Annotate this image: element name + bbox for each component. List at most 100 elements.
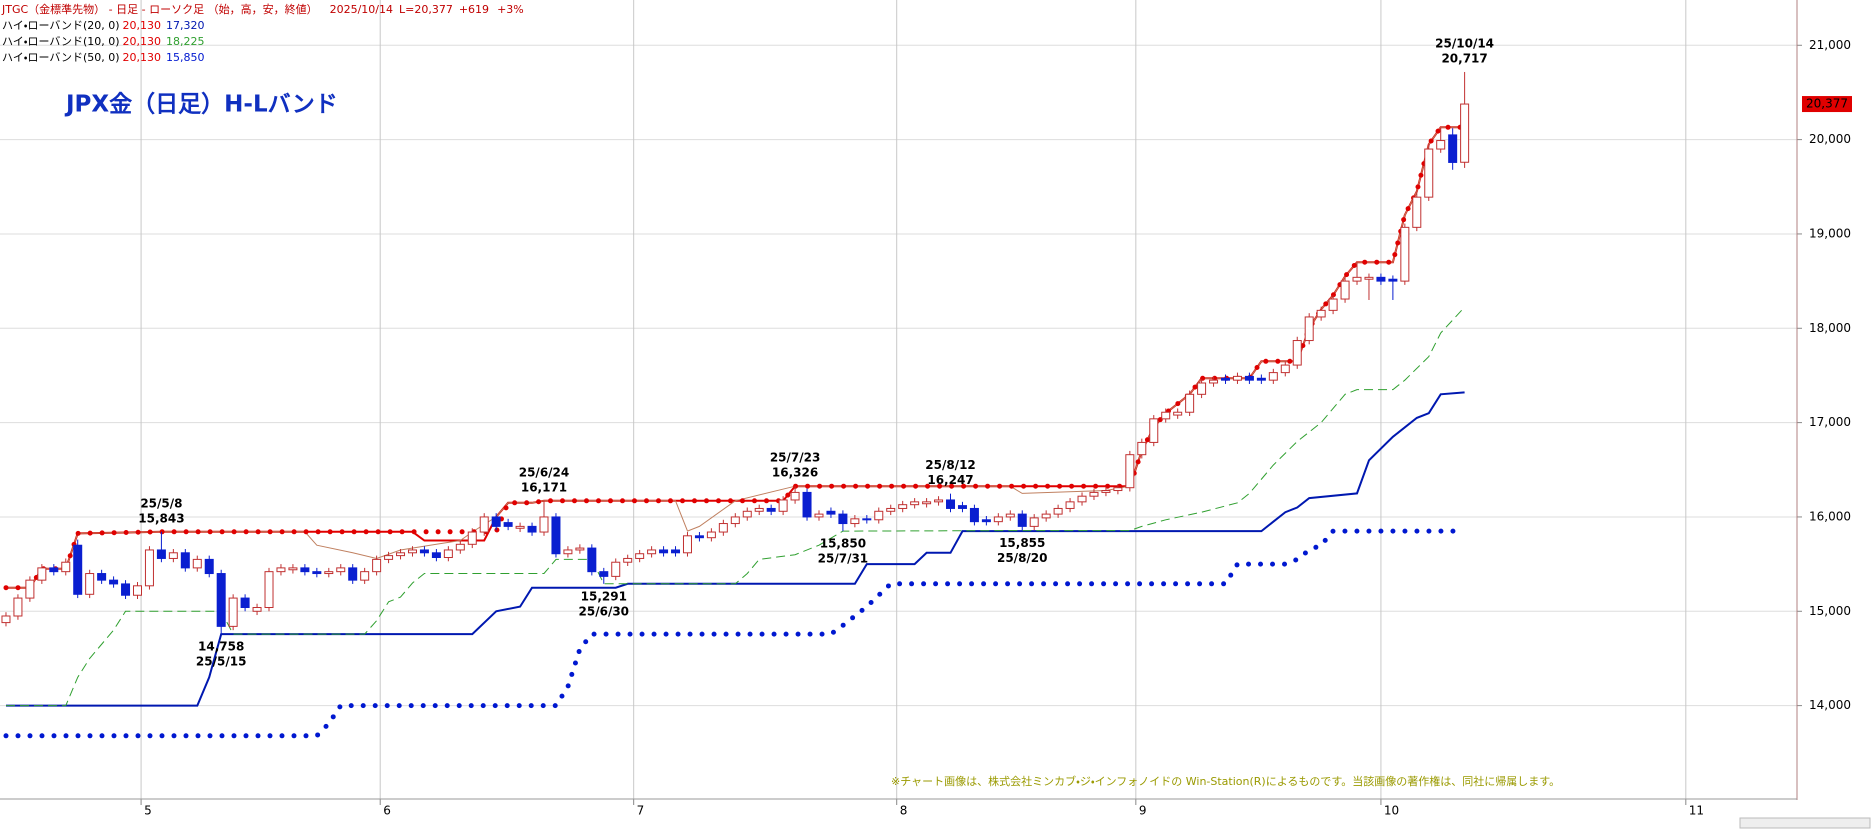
candle-body [1304, 316, 1314, 342]
candle-body [969, 507, 979, 523]
candle-body [874, 510, 884, 521]
candle-body [431, 552, 441, 559]
candle-body [252, 607, 262, 612]
candle-body [1388, 278, 1398, 282]
candle-body [1149, 418, 1159, 443]
annotation-date: 25/6/30 [579, 604, 630, 618]
candle-body [49, 567, 59, 573]
candle-body [180, 552, 190, 569]
candle-body [742, 510, 752, 518]
candle-body [599, 571, 609, 577]
annotation-value: 16,247 [927, 473, 973, 487]
candle-body [216, 573, 226, 627]
candle-body [324, 571, 334, 575]
candle-body [168, 552, 178, 559]
candle-body [300, 567, 310, 573]
legend-entry: ハイ・ローバンド(50, 0) 20,130 15,850 [2, 51, 205, 64]
candle-body [814, 513, 824, 518]
candle-body [1280, 364, 1290, 374]
band-line [3, 528, 1468, 739]
legend-name: ハイ・ローバンド(10, 0) [2, 35, 120, 48]
candle-body [922, 501, 932, 505]
legend-entry: ハイ・ローバンド(20, 0) 20,130 17,320 [2, 19, 205, 32]
candle-body [659, 549, 669, 554]
candle-body [766, 507, 776, 512]
candle-body [1209, 379, 1219, 384]
candle-body [109, 579, 119, 585]
candle-body [623, 557, 633, 563]
candle-body [946, 499, 956, 509]
candle-body [1412, 196, 1422, 228]
candle-body [97, 573, 107, 581]
annotation-date: 25/7/23 [770, 451, 821, 465]
candle-body [802, 491, 812, 518]
annotation-value: 15,843 [138, 511, 184, 525]
y-tick-label: 14,000 [1809, 698, 1851, 712]
candle-body [778, 499, 788, 512]
candle-body [539, 516, 549, 533]
candle-body [575, 547, 585, 551]
candle-body [790, 491, 800, 501]
candle-body [467, 531, 477, 545]
annotation-date: 25/6/24 [519, 465, 570, 479]
y-tick-label: 21,000 [1809, 38, 1851, 52]
candle-body [443, 549, 453, 559]
candle-body [1125, 454, 1135, 489]
candle-body [1065, 501, 1075, 509]
x-tick-label: 9 [1139, 804, 1147, 818]
candle-body [336, 567, 346, 573]
candle-body [1424, 148, 1434, 198]
candle-body [1017, 513, 1027, 527]
candle-body [934, 499, 944, 503]
legend-high-value: 20,130 [123, 51, 162, 64]
band-line [3, 124, 1468, 591]
candle-body [1113, 487, 1123, 492]
last-price-box [1802, 96, 1852, 113]
legend-name: ハイ・ローバンド(20, 0) [2, 19, 120, 32]
legend-high-value: 20,130 [123, 35, 162, 48]
candle-body [898, 504, 908, 509]
annotation-date: 25/8/20 [997, 551, 1048, 565]
candle-body [1376, 276, 1386, 282]
candles [1, 71, 1470, 635]
annotation-date: 25/5/15 [196, 655, 247, 669]
y-tick-label: 18,000 [1809, 321, 1851, 335]
last-price-label: 20,377 [1806, 97, 1848, 111]
candle-body [132, 585, 142, 596]
candle-body [1, 615, 11, 624]
candle-body [407, 549, 417, 554]
legend-low-value: 15,850 [166, 51, 205, 64]
scroll-widget[interactable] [1739, 817, 1871, 829]
candle-body [372, 558, 382, 573]
candle-body [1197, 382, 1207, 395]
candle-body [1352, 276, 1362, 282]
candle-body [479, 516, 489, 533]
candle-body [1173, 411, 1183, 416]
candle-body [37, 567, 47, 581]
candle-body [706, 531, 716, 539]
candle-body [1041, 513, 1051, 519]
header: JTGC（金標準先物） - 日足 - ローソク足 （始，高，安，終値） 2025/… [1, 2, 524, 16]
candle-body [419, 549, 429, 554]
legend-low-value: 18,225 [166, 35, 205, 48]
candle-body [1089, 491, 1099, 497]
annotation-value: 20,717 [1441, 51, 1487, 65]
x-tick-label: 7 [637, 804, 645, 818]
candle-body [288, 567, 298, 571]
candle-body [1340, 280, 1350, 300]
annotation-value: 15,850 [820, 537, 866, 551]
chart-title: JPX金（日足）H-Lバンド [64, 91, 338, 118]
candle-body [838, 513, 848, 525]
candle-body [993, 516, 1003, 523]
note: ※チャート画像は、株式会社ミンカブ・ジ・インフォノイドの Win-Station… [891, 774, 1560, 788]
candle-body [384, 555, 394, 560]
candle-body [1268, 372, 1278, 381]
y-tick-label: 16,000 [1809, 509, 1851, 523]
candle-body [718, 523, 728, 533]
annotation-value: 15,855 [999, 536, 1045, 550]
candle-body [862, 518, 872, 521]
candle-body [204, 558, 214, 575]
